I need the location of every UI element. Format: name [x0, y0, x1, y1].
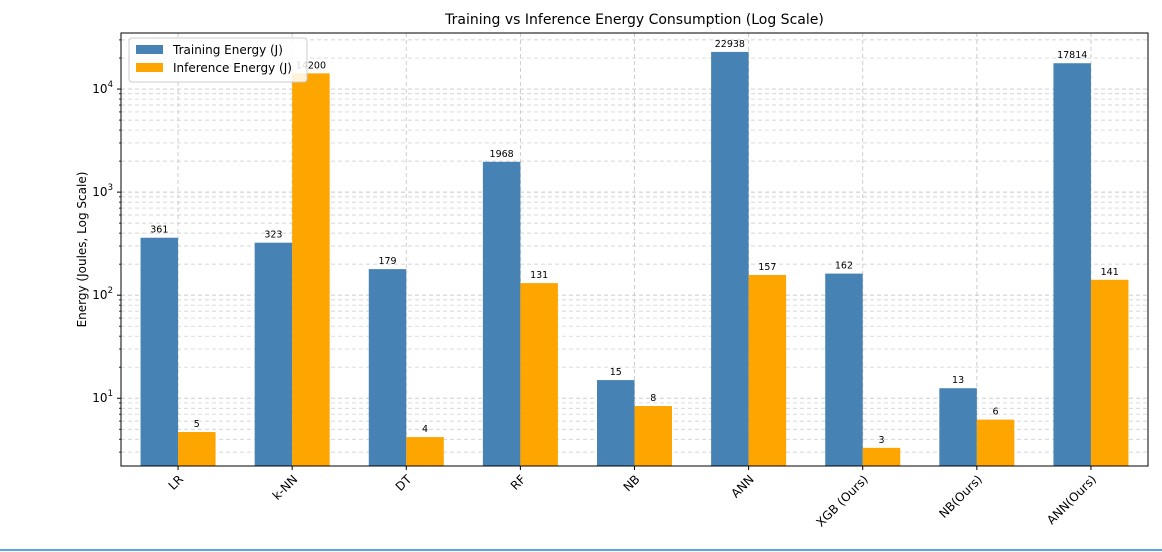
- bottom-divider: [0, 549, 1162, 551]
- legend-swatch: [136, 45, 163, 54]
- inference-value-label: 3: [878, 435, 884, 446]
- inference-value-label: 8: [650, 393, 656, 404]
- training-value-label: 13: [952, 375, 964, 386]
- inference-bar-4: [634, 406, 672, 466]
- training-bar-6: [825, 273, 863, 466]
- plot-frame: [120, 32, 1149, 467]
- training-bar-3: [482, 161, 521, 467]
- training-value-label: 361: [150, 225, 168, 236]
- training-bar-2: [368, 269, 407, 466]
- training-value-label: 179: [378, 256, 396, 267]
- inference-bar-3: [520, 283, 558, 466]
- inference-value-label: 131: [530, 270, 548, 281]
- x-tick-label: NB: [621, 472, 643, 494]
- legend-box: [128, 37, 308, 83]
- y-axis-label: Energy (Joules, Log Scale): [75, 172, 89, 328]
- x-tick-label: k-NN: [270, 472, 301, 503]
- training-bar-0: [140, 237, 179, 466]
- legend-label: Training Energy (J): [172, 43, 283, 57]
- y-axis-ticks: 101 102 103 104: [92, 39, 121, 453]
- x-axis-ticks: LR k-NN DT RF NB ANN XGB (Ours) NB(Ours) ANN(Our…: [166, 466, 1099, 530]
- x-tick-label: NB(Ours): [936, 472, 985, 521]
- inference-value-label: 157: [758, 262, 776, 273]
- y-tick-label: 103: [92, 183, 113, 199]
- training-value-label: 22938: [715, 39, 745, 50]
- x-tick-label: RF: [508, 472, 529, 493]
- inference-value-label: 14200: [296, 60, 326, 71]
- training-bar-8: [1053, 63, 1091, 466]
- training-value-label: 15: [610, 367, 622, 378]
- x-tick-label: ANN(Ours): [1044, 472, 1099, 527]
- inference-bar-1: [292, 73, 330, 466]
- x-tick-label: XGB (Ours): [813, 472, 870, 529]
- x-tick-label: ANN: [728, 472, 756, 500]
- training-value-label: 162: [835, 261, 853, 272]
- legend-swatch: [136, 63, 163, 72]
- x-tick-label: LR: [166, 472, 187, 493]
- training-bar-5: [711, 51, 749, 466]
- training-bar-1: [254, 242, 293, 466]
- x-tick-label: DT: [393, 472, 415, 494]
- inference-bar-6: [862, 447, 901, 466]
- training-value-label: 1968: [490, 149, 514, 160]
- inference-bar-8: [1090, 279, 1129, 466]
- inference-bar-5: [748, 274, 787, 466]
- data-labels: 361 323 179 1968 15 22938 162 13 17814 5 14200 4 131…: [150, 39, 1119, 446]
- inference-bar-2: [406, 437, 444, 466]
- legend: Training Energy (J) Inference Energy (J): [128, 37, 308, 83]
- y-tick-label: 101: [92, 389, 113, 405]
- training-value-label: 323: [264, 230, 282, 241]
- training-bar-7: [939, 388, 977, 466]
- inference-value-label: 141: [1101, 267, 1119, 278]
- inference-value-label: 4: [422, 424, 428, 435]
- training-value-label: 17814: [1057, 50, 1087, 61]
- bars: [140, 51, 1129, 467]
- y-tick-label: 104: [92, 80, 113, 96]
- inference-bar-7: [976, 419, 1015, 466]
- y-tick-label: 102: [92, 286, 113, 302]
- inference-bar-0: [178, 432, 216, 466]
- inference-value-label: 5: [194, 419, 200, 430]
- inference-value-label: 6: [993, 407, 999, 418]
- training-bar-4: [597, 380, 635, 466]
- legend-label: Inference Energy (J): [173, 61, 292, 75]
- chart-title: Training vs Inference Energy Consumption…: [444, 12, 824, 28]
